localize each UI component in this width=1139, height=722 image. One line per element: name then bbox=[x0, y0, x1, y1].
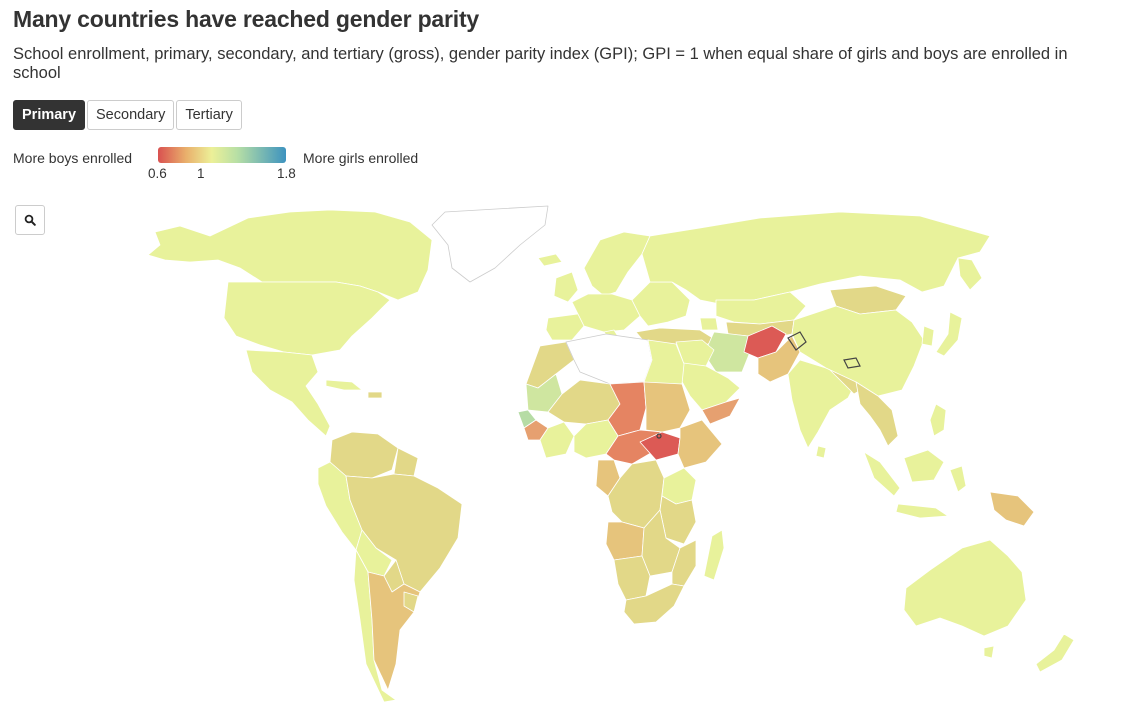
region-sri-lanka[interactable] bbox=[815, 445, 827, 459]
region-mainland-southeast-asia[interactable] bbox=[855, 381, 899, 447]
region-japan[interactable] bbox=[935, 311, 963, 357]
region-greenland[interactable] bbox=[431, 205, 549, 283]
region-china[interactable] bbox=[791, 305, 925, 397]
region-yemen-oman[interactable] bbox=[701, 397, 741, 425]
tab-tertiary[interactable]: Tertiary bbox=[176, 100, 242, 130]
level-tabs: Primary Secondary Tertiary bbox=[13, 100, 242, 130]
region-madagascar[interactable] bbox=[703, 529, 725, 581]
region-iceland[interactable] bbox=[537, 253, 563, 267]
page-subtitle: School enrollment, primary, secondary, a… bbox=[13, 45, 1068, 82]
region-kamchatka[interactable] bbox=[957, 257, 983, 291]
region-russia[interactable] bbox=[641, 211, 991, 305]
region-sudan[interactable] bbox=[643, 381, 691, 433]
region-western-europe[interactable] bbox=[571, 293, 641, 333]
world-map[interactable] bbox=[0, 195, 1139, 715]
region-pakistan[interactable] bbox=[757, 335, 801, 383]
search-icon bbox=[24, 214, 36, 226]
tab-secondary[interactable]: Secondary bbox=[87, 100, 175, 130]
region-malaysia-borneo[interactable] bbox=[903, 449, 945, 483]
region-no-data-arunachal bbox=[843, 357, 861, 369]
region-australia[interactable] bbox=[903, 539, 1027, 637]
region-sulawesi[interactable] bbox=[949, 465, 967, 493]
legend-right-label: More girls enrolled bbox=[303, 150, 419, 166]
region-eastern-europe[interactable] bbox=[631, 281, 691, 327]
region-mexico-central-america[interactable] bbox=[245, 349, 331, 437]
legend-left-label: More boys enrolled bbox=[13, 150, 133, 166]
region-canada-alaska[interactable] bbox=[147, 209, 433, 301]
region-south-africa[interactable] bbox=[623, 583, 685, 625]
region-namibia-botswana[interactable] bbox=[613, 555, 651, 601]
page-title: Many countries have reached gender parit… bbox=[13, 6, 480, 32]
region-uruguay[interactable] bbox=[403, 591, 419, 613]
legend-gradient-bar bbox=[158, 147, 286, 163]
region-uk-ireland[interactable] bbox=[553, 271, 579, 303]
region-papua-new-guinea[interactable] bbox=[989, 491, 1035, 527]
region-angola[interactable] bbox=[605, 521, 645, 561]
region-scandinavia[interactable] bbox=[583, 231, 651, 297]
region-korea[interactable] bbox=[921, 325, 935, 347]
region-philippines[interactable] bbox=[929, 403, 947, 437]
region-algeria-libya[interactable] bbox=[565, 333, 653, 385]
zoom-button[interactable] bbox=[15, 205, 45, 235]
region-no-data-kashmir bbox=[787, 331, 807, 351]
region-no-data-abyei bbox=[656, 433, 662, 439]
region-cuba[interactable] bbox=[325, 379, 363, 391]
region-united-states[interactable] bbox=[223, 281, 391, 356]
region-ethiopia-horn[interactable] bbox=[677, 419, 723, 469]
region-new-zealand[interactable] bbox=[1035, 633, 1075, 673]
legend-tick-min: 0.6 bbox=[148, 166, 167, 181]
region-caucasus[interactable] bbox=[699, 317, 719, 331]
region-hispaniola[interactable] bbox=[367, 391, 383, 399]
region-india[interactable] bbox=[787, 359, 857, 449]
region-java[interactable] bbox=[895, 503, 949, 519]
tab-primary[interactable]: Primary bbox=[13, 100, 86, 130]
color-legend: More boys enrolled 0.6 1 1.8 More girls … bbox=[13, 146, 453, 186]
region-iberia[interactable] bbox=[545, 313, 585, 341]
region-guianas[interactable] bbox=[393, 447, 419, 477]
legend-tick-max: 1.8 bbox=[277, 166, 296, 181]
region-tasmania[interactable] bbox=[983, 645, 995, 659]
region-sumatra[interactable] bbox=[863, 451, 901, 497]
legend-tick-mid: 1 bbox=[197, 166, 205, 181]
